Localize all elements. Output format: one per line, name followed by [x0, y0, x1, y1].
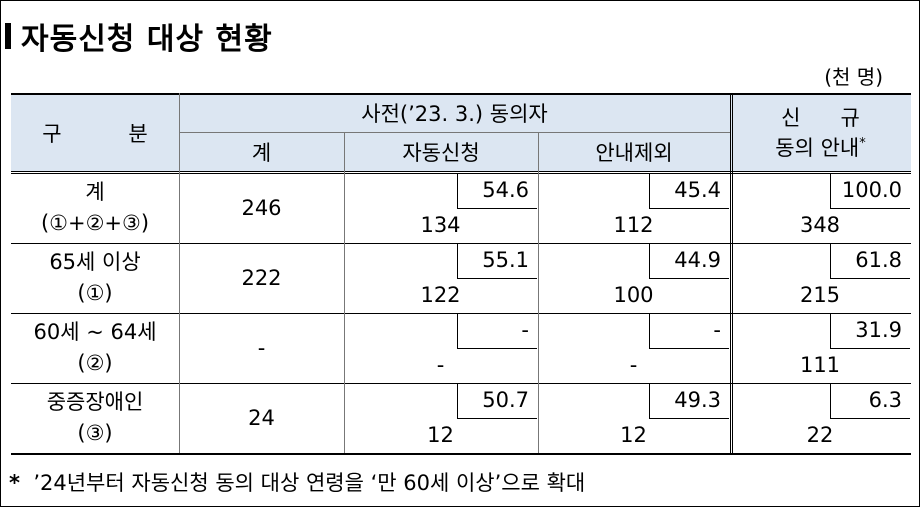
- percent: -: [457, 313, 537, 349]
- header-new-line1: 신 규: [781, 105, 860, 130]
- new-cell: 6.3 22: [730, 383, 910, 451]
- count: 22: [806, 423, 834, 447]
- rule: [11, 383, 911, 384]
- excluded-cell: 44.9 100: [538, 243, 729, 311]
- total: 222: [241, 266, 282, 290]
- row-label-main: 65세 이상: [49, 250, 141, 274]
- percent: 49.3: [649, 383, 729, 419]
- count: -: [436, 353, 445, 377]
- row-label-sub: (①+②+③): [40, 211, 150, 235]
- count: 122: [420, 283, 461, 307]
- new-cell: 31.9 111: [730, 313, 910, 381]
- percent: 61.8: [830, 243, 910, 279]
- header-new-line2: 동의 안내*: [775, 131, 865, 161]
- unit: (천 명): [824, 65, 883, 89]
- total: 246: [241, 196, 282, 220]
- header-total: 계: [179, 132, 344, 171]
- rule: [538, 132, 539, 453]
- excluded-cell: 45.4 112: [538, 173, 729, 241]
- rule: [11, 93, 911, 95]
- count: 112: [613, 213, 654, 237]
- percent: 31.9: [830, 313, 910, 349]
- rule: [11, 453, 911, 455]
- percent: 50.7: [457, 383, 537, 419]
- title: 자동신청 대상 현황: [21, 22, 273, 57]
- row-label: 계 (①+②+③): [11, 173, 179, 243]
- total: 24: [248, 406, 275, 430]
- header-group: 사전(’23. 3.) 동의자: [179, 94, 730, 132]
- row-label: 중증장애인 (③): [11, 383, 179, 453]
- percent: 6.3: [830, 383, 910, 419]
- count: 12: [620, 423, 647, 447]
- excluded-cell: --: [538, 313, 729, 381]
- count: 348: [799, 213, 841, 237]
- rule: [11, 171, 911, 174]
- auto-cell: 50.7 12: [344, 383, 537, 451]
- header-new-text: 동의 안내: [775, 135, 860, 160]
- new-cell: 100.0 348: [730, 173, 910, 241]
- rule: [730, 93, 733, 453]
- footnote: * ’24년부터 자동신청 동의 대상 연령을 ‘만 60세 이상’으로 확대: [9, 467, 585, 497]
- percent: -: [649, 313, 729, 349]
- count: 12: [427, 423, 454, 447]
- percent: 44.9: [649, 243, 729, 279]
- excluded-cell: 49.3 12: [538, 383, 729, 451]
- percent: 100.0: [830, 173, 910, 209]
- percent: 55.1: [457, 243, 537, 279]
- count: 100: [613, 283, 654, 307]
- header-new-note: *: [859, 135, 866, 151]
- title-bar: [5, 23, 11, 49]
- percent: 54.6: [457, 173, 537, 209]
- row-label-sub: (①): [77, 281, 113, 305]
- header-excluded: 안내제외: [538, 132, 730, 171]
- row-label-main: 60세 ~ 64세: [33, 320, 157, 344]
- rule: [11, 313, 911, 314]
- auto-cell: 54.6 134: [344, 173, 537, 241]
- auto-cell: --: [344, 313, 537, 381]
- footnote-text: ’24년부터 자동신청 동의 대상 연령을 ‘만 60세 이상’으로 확대: [33, 471, 586, 495]
- auto-cell: 55.1 122: [344, 243, 537, 311]
- percent: 45.4: [649, 173, 729, 209]
- count: 134: [420, 213, 461, 237]
- row-label-sub: (②): [77, 351, 113, 375]
- rule: [11, 243, 911, 244]
- header-auto: 자동신청: [344, 132, 538, 171]
- row-label-main: 계: [85, 180, 105, 204]
- rule: [179, 93, 180, 453]
- rule: [344, 132, 345, 453]
- row-label: 60세 ~ 64세 (②): [11, 313, 179, 383]
- count: 215: [799, 283, 841, 307]
- total: -: [257, 336, 266, 360]
- count: -: [629, 353, 638, 377]
- count: 111: [799, 353, 841, 377]
- header-new: 신 규 동의 안내*: [730, 94, 911, 171]
- row-label-main: 중증장애인: [46, 390, 144, 414]
- new-cell: 61.8 215: [730, 243, 910, 311]
- row-label: 65세 이상 (①): [11, 243, 179, 313]
- rule: [179, 132, 730, 133]
- footnote-marker: *: [9, 471, 20, 495]
- header-category: 구 분: [11, 94, 179, 171]
- row-label-sub: (③): [77, 421, 113, 445]
